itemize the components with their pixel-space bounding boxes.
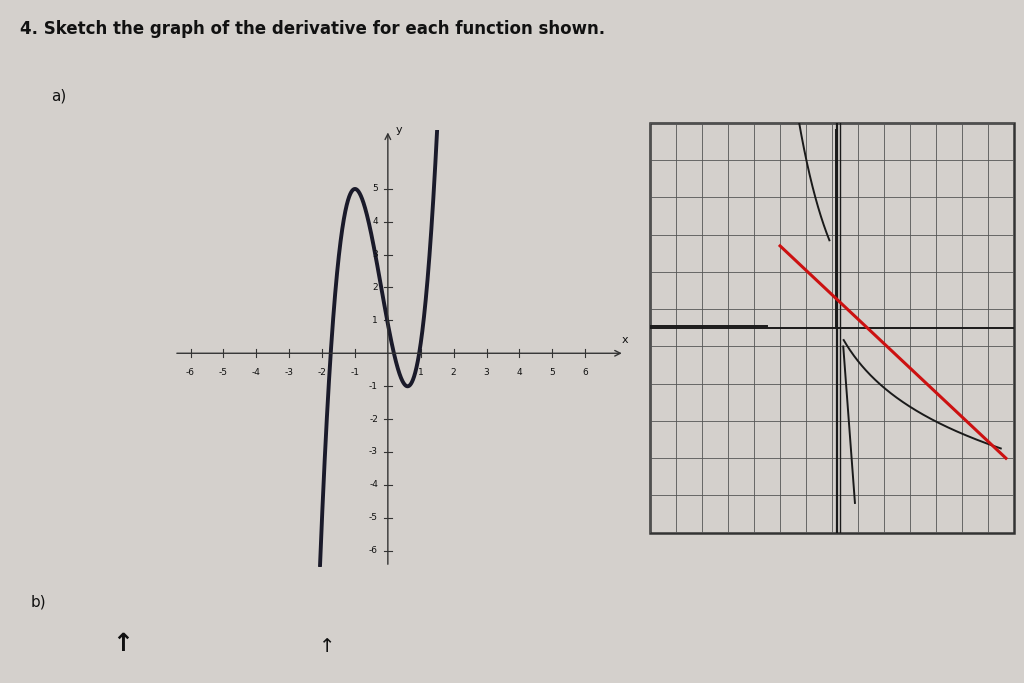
- Text: -1: -1: [369, 382, 378, 391]
- Text: -6: -6: [369, 546, 378, 555]
- Text: 2: 2: [373, 283, 378, 292]
- Text: 3: 3: [483, 368, 489, 377]
- Text: 4: 4: [373, 217, 378, 226]
- Text: b): b): [31, 594, 46, 609]
- Text: 3: 3: [373, 250, 378, 259]
- Text: -6: -6: [186, 368, 195, 377]
- Text: 4: 4: [516, 368, 522, 377]
- Text: ↑: ↑: [319, 637, 336, 656]
- Text: 1: 1: [373, 316, 378, 325]
- Text: 5: 5: [550, 368, 555, 377]
- Text: -4: -4: [369, 480, 378, 489]
- Text: -2: -2: [317, 368, 327, 377]
- Text: 5: 5: [373, 184, 378, 193]
- Text: -3: -3: [285, 368, 294, 377]
- Text: -2: -2: [369, 415, 378, 423]
- Text: 4. Sketch the graph of the derivative for each function shown.: 4. Sketch the graph of the derivative fo…: [20, 20, 605, 38]
- Text: 6: 6: [583, 368, 588, 377]
- Text: -3: -3: [369, 447, 378, 456]
- Text: 1: 1: [418, 368, 424, 377]
- Text: -5: -5: [369, 513, 378, 522]
- Text: -1: -1: [350, 368, 359, 377]
- Text: x: x: [622, 335, 628, 345]
- Text: ↑: ↑: [113, 632, 133, 656]
- Text: -5: -5: [219, 368, 228, 377]
- Text: a): a): [51, 89, 67, 104]
- Text: 2: 2: [451, 368, 457, 377]
- Text: -4: -4: [252, 368, 261, 377]
- Text: y: y: [396, 124, 402, 135]
